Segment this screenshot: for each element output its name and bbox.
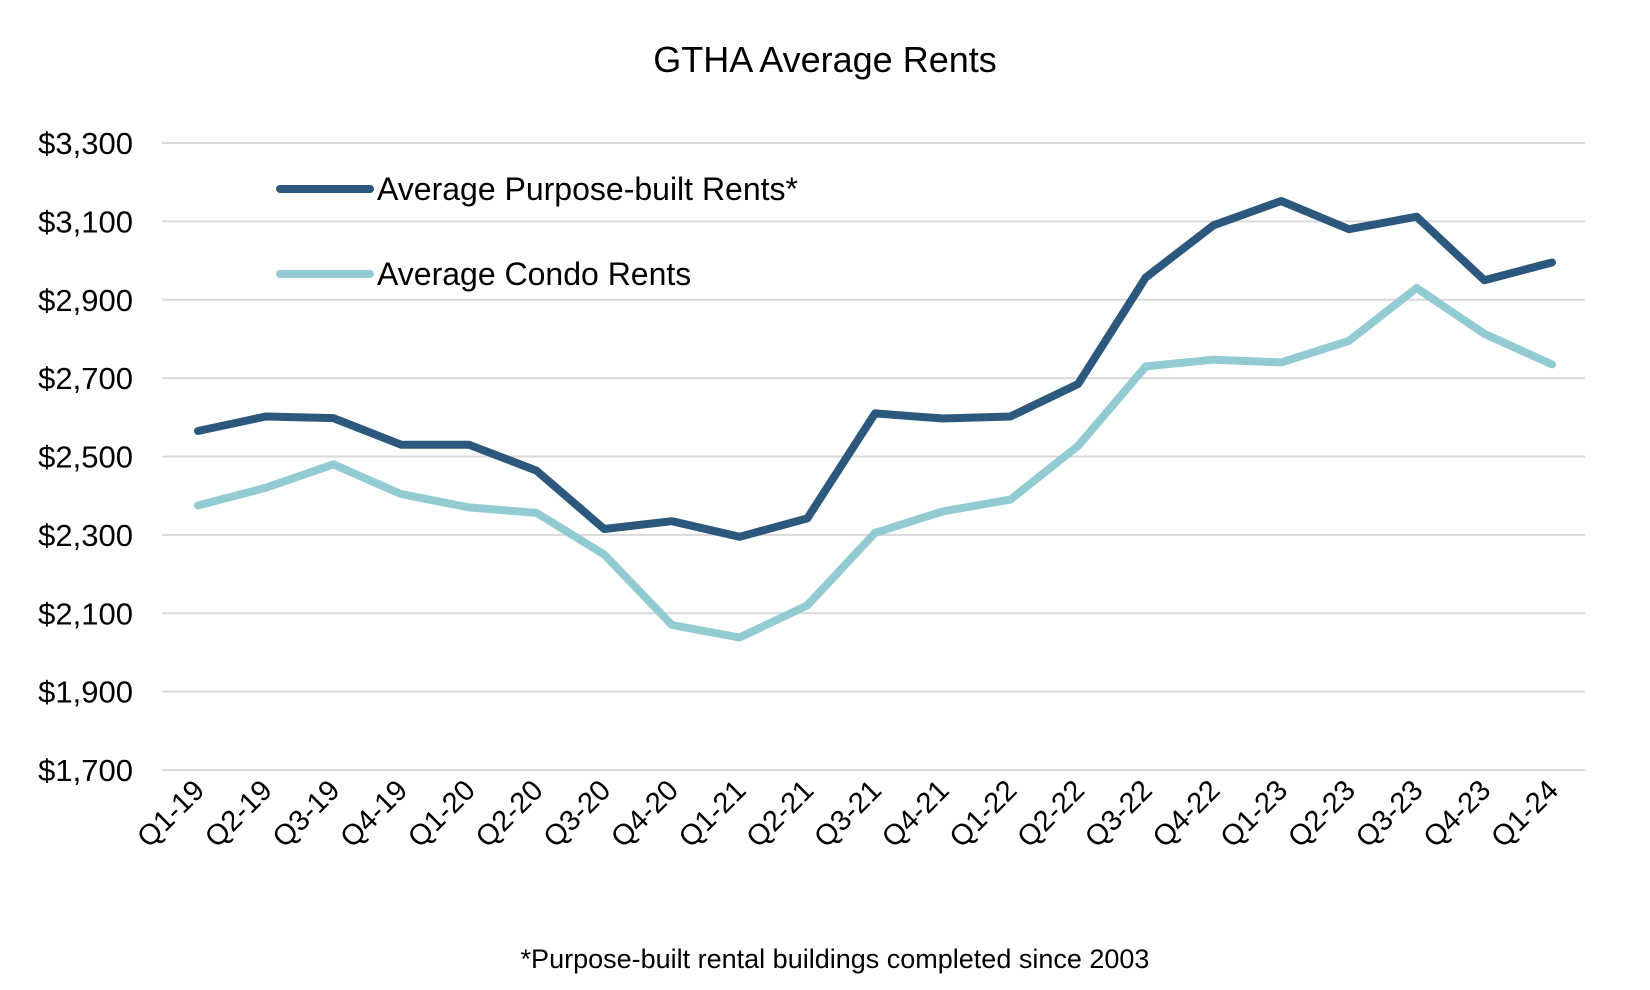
x-tick-label: Q4-21 — [876, 774, 956, 854]
y-tick-label: $2,100 — [38, 596, 133, 631]
x-tick-label: Q4-23 — [1418, 774, 1498, 854]
x-tick-label: Q3-20 — [538, 774, 618, 854]
x-tick-label: Q3-22 — [1079, 774, 1159, 854]
legend: Average Purpose-built Rents* Average Con… — [276, 171, 798, 292]
x-tick-label: Q3-19 — [267, 774, 347, 854]
x-tick-label: Q1-19 — [131, 774, 211, 854]
legend-label-condo: Average Condo Rents — [377, 256, 691, 292]
x-tick-label: Q1-23 — [1215, 774, 1295, 854]
x-tick-label: Q4-19 — [334, 774, 414, 854]
y-tick-label: $2,700 — [38, 361, 133, 396]
x-tick-label: Q1-20 — [402, 774, 482, 854]
series-lines — [194, 197, 1556, 642]
y-tick-label: $3,100 — [38, 204, 133, 239]
x-tick-label: Q3-21 — [808, 774, 888, 854]
x-tick-label: Q1-24 — [1485, 774, 1565, 854]
series-line-condo — [194, 284, 1556, 642]
y-tick-label: $2,900 — [38, 283, 133, 318]
y-axis: $1,700 $1,900 $2,100 $2,300 $2,500 $2,700 $2,9… — [38, 126, 133, 788]
x-tick-label: Q2-20 — [470, 774, 550, 854]
x-axis: Q1-19Q2-19Q3-19Q4-19Q1-20Q2-20Q3-20Q4-20… — [131, 774, 1565, 854]
y-tick-label: $1,900 — [38, 675, 133, 710]
x-tick-label: Q2-23 — [1282, 774, 1362, 854]
x-tick-label: Q4-20 — [605, 774, 685, 854]
footnote: *Purpose-built rental buildings complete… — [521, 944, 1150, 974]
y-tick-label: $2,300 — [38, 518, 133, 553]
x-tick-label: Q4-22 — [1147, 774, 1227, 854]
x-tick-label: Q3-23 — [1350, 774, 1430, 854]
x-tick-label: Q2-19 — [199, 774, 279, 854]
gridlines — [162, 142, 1585, 771]
x-tick-label: Q1-21 — [673, 774, 753, 854]
legend-label-purpose-built: Average Purpose-built Rents* — [377, 171, 798, 207]
y-tick-label: $2,500 — [38, 440, 133, 475]
chart-title: GTHA Average Rents — [653, 39, 997, 80]
y-tick-label: $3,300 — [38, 126, 133, 161]
x-tick-label: Q2-21 — [741, 774, 821, 854]
series-line-purpose-built — [194, 197, 1556, 541]
x-tick-label: Q1-22 — [944, 774, 1024, 854]
x-tick-label: Q2-22 — [1011, 774, 1091, 854]
y-tick-label: $1,700 — [38, 753, 133, 788]
